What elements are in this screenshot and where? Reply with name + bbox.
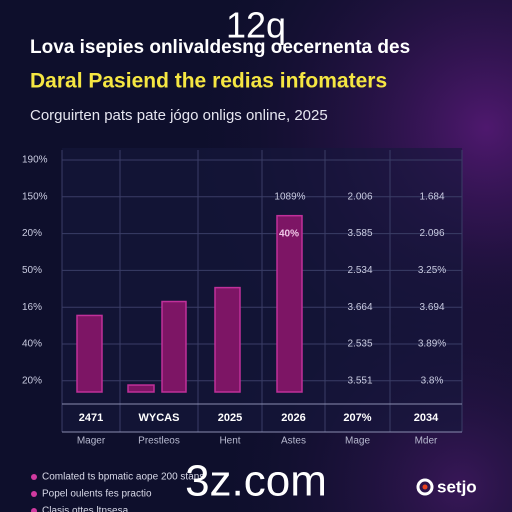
legend-entry: Clasis ottes ltnsesa: [42, 506, 129, 512]
table-cell: 3.664: [347, 302, 372, 313]
table-cell: 3.25%: [418, 265, 446, 276]
table-cell: 2.534: [347, 265, 372, 276]
table-cell: 3.8%: [421, 375, 444, 386]
brand-logo: [416, 478, 434, 496]
bar: [161, 300, 187, 393]
x-sublabel: Astes: [281, 436, 306, 447]
table-cell: 1089%: [274, 191, 305, 202]
table-cell: 2.006: [347, 191, 372, 202]
bar: [127, 384, 155, 393]
legend-marker: [31, 491, 37, 497]
x-tick-label: 2471: [79, 412, 103, 424]
x-tick-label: WYCAS: [139, 412, 180, 424]
x-sublabel: Mage: [345, 436, 370, 447]
table-cell: 3.694: [419, 302, 444, 313]
y-tick-label: 50%: [22, 265, 42, 276]
table-cell: 3.89%: [418, 339, 446, 350]
y-tick-label: 40%: [22, 339, 42, 350]
x-tick-label: 2025: [218, 412, 242, 424]
table-cell: 1.684: [419, 191, 444, 202]
x-sublabel: Mder: [415, 436, 438, 447]
table-cell: 3.551: [347, 375, 372, 386]
legend-entry: Popel oulents fes practio: [42, 489, 152, 500]
brand-logo: [422, 484, 428, 490]
table-cell: 2.096: [419, 228, 444, 239]
y-tick-label: 190%: [22, 155, 48, 166]
bar-annotation: 40%: [279, 229, 299, 240]
x-sublabel: Hent: [219, 436, 240, 447]
bar: [76, 314, 103, 393]
x-tick-label: 2026: [281, 412, 305, 424]
headline: Daral Pasiend the redias infomaters: [30, 70, 387, 93]
y-tick-label: 20%: [22, 228, 42, 239]
brand: setjo: [437, 477, 477, 496]
overlay-text: 3z.com: [185, 457, 327, 506]
overlay-text: 12q: [226, 5, 286, 46]
x-sublabel: Prestleos: [138, 436, 180, 447]
legend-entry: Comlated ts bpmatic aope 200 stans: [42, 472, 204, 483]
subtitle: Corguirten pats pate jógo onligs online,…: [30, 107, 328, 124]
table-cell: 3.585: [347, 228, 372, 239]
x-tick-label: 2034: [414, 412, 439, 424]
bar: [276, 214, 303, 393]
y-tick-label: 20%: [22, 375, 42, 386]
y-tick-label: 150%: [22, 191, 48, 202]
legend-marker: [31, 508, 37, 512]
x-sublabel: Mager: [77, 436, 106, 447]
chart-title: Lova isepies onlivaldesng oecernenta des: [30, 37, 410, 58]
y-tick-label: 16%: [22, 302, 42, 313]
bar: [214, 286, 241, 393]
table-cell: 2.535: [347, 339, 372, 350]
x-tick-label: 207%: [343, 412, 371, 424]
legend-marker: [31, 474, 37, 480]
